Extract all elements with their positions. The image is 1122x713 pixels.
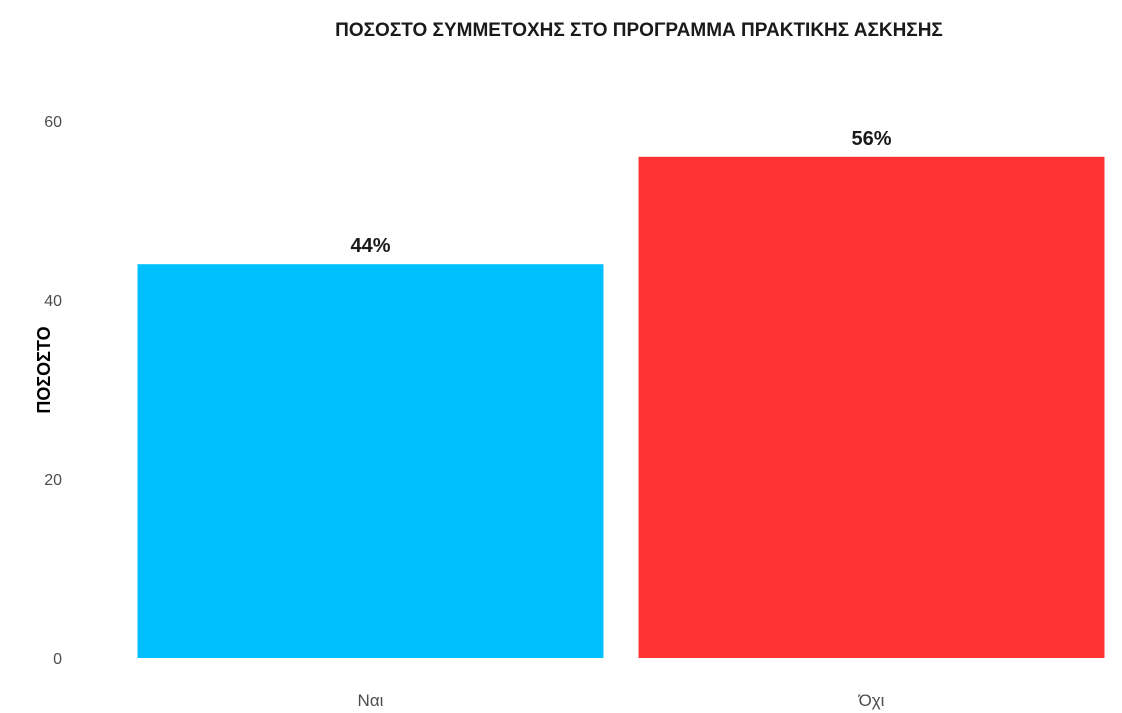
data-labels: 44% 56%	[350, 128, 891, 257]
y-tick-label: 60	[44, 114, 62, 131]
x-axis-ticks: Ναι Όχι	[358, 691, 885, 710]
y-axis-label: ΠΟΣΟΣΤΟ	[34, 326, 54, 413]
bars	[137, 156, 1105, 659]
x-tick-label: Ναι	[358, 691, 384, 710]
bar-value-label: 56%	[851, 128, 891, 150]
y-axis-ticks: 0 20 40 60	[44, 114, 62, 668]
x-tick-label: Όχι	[858, 691, 885, 710]
bar-value-label: 44%	[350, 235, 390, 257]
y-tick-label: 20	[44, 472, 62, 489]
y-tick-label: 40	[44, 293, 62, 310]
bar	[638, 156, 1105, 659]
y-tick-label: 0	[53, 651, 62, 668]
bar	[137, 264, 604, 658]
chart-title: ΠΟΣΟΣΤΟ ΣΥΜΜΕΤΟΧΗΣ ΣΤΟ ΠΡΟΓΡΑΜΜΑ ΠΡΑΚΤΙΚ…	[335, 20, 943, 41]
